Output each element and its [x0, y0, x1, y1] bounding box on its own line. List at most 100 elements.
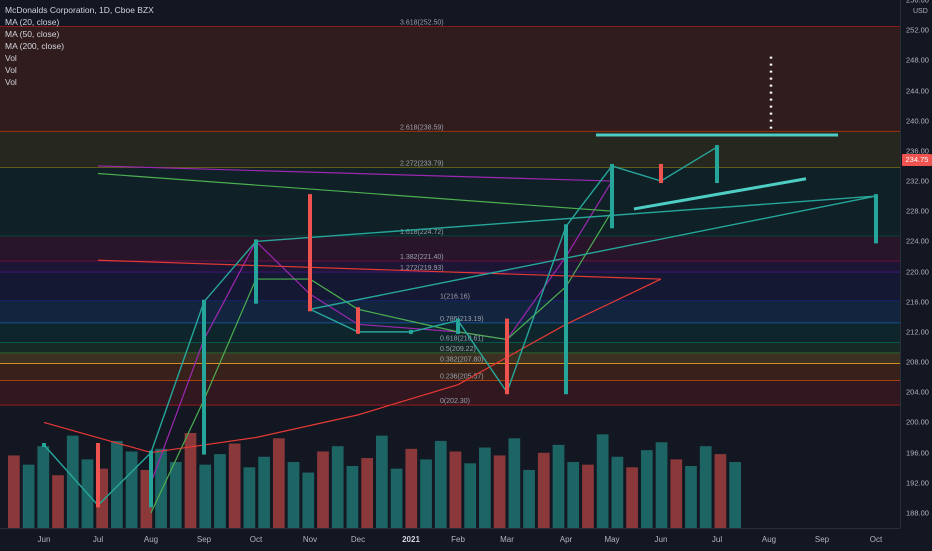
axis-corner: [900, 528, 932, 550]
time-tick-label: Aug: [761, 535, 777, 544]
price-candle: [356, 307, 360, 334]
price-axis[interactable]: USD 234.75 188.00 192.00 196.00 200.00 204.0…: [900, 0, 932, 528]
price-tick-label: 208.00: [906, 357, 929, 367]
fib-band: [0, 272, 900, 301]
fib-band: [0, 260, 900, 273]
price-tick-label: 252.00: [906, 25, 929, 35]
chart-title: McDonalds Corporation, 1D, Cboe BZX: [5, 5, 154, 15]
volume-bar: [228, 443, 241, 528]
fib-level-label: 2.272(233.79): [400, 161, 444, 168]
price-tick-label: 244.00: [906, 86, 929, 95]
fib-band: [0, 235, 900, 261]
price-candle: [564, 224, 568, 395]
volume-bar: [420, 459, 432, 528]
volume-bar: [626, 467, 638, 528]
fib-level-label: 2.618(238.59): [400, 124, 444, 131]
fib-level-label: 0.786(213.19): [440, 316, 484, 323]
time-tick-label: Sep: [814, 535, 830, 544]
time-tick-label: Oct: [869, 535, 883, 544]
volume-bar: [640, 450, 653, 528]
volume-bar: [361, 458, 373, 528]
fib-band: [0, 167, 900, 236]
volume-bar: [670, 459, 683, 528]
support-trendline: [633, 177, 807, 211]
moving-average-line: [43, 259, 662, 454]
fib-level-label: 1.618(224.72): [400, 229, 444, 236]
price-tick-label: 228.00: [906, 206, 929, 216]
price-tick-label: 212.00: [906, 327, 929, 337]
time-tick-label: Feb: [451, 535, 465, 544]
fib-band: [0, 352, 900, 364]
chart-area[interactable]: 0(202.30) 0.236(205.57) 0.382(207.80) 0.5(2…: [0, 0, 900, 528]
fib-level-label: 0.618(210.61): [440, 335, 484, 342]
fib-level-label: 1.382(221.40): [400, 254, 444, 261]
fib-band: [0, 26, 900, 132]
time-axis[interactable]: Jun Jul Aug Sep Oct Nov Dec 2021 Feb Mar Apr May Jun…: [0, 528, 900, 551]
fib-band: [0, 322, 900, 343]
fib-level-label: 0.5(209.22): [440, 346, 476, 353]
fib-band: [0, 342, 900, 353]
chart-legend: McDonalds Corporation, 1D, Cboe BZX MA (…: [5, 4, 154, 88]
price-candle: [874, 194, 878, 244]
volume-bar: [140, 469, 153, 528]
price-chart[interactable]: 0(202.30) 0.236(205.57) 0.382(207.80) 0.5(2…: [0, 0, 900, 528]
volume-bar: [655, 442, 668, 528]
price-tick-label: 248.00: [906, 55, 929, 65]
legend-vol[interactable]: Vol: [5, 65, 17, 75]
time-tick-label: Oct: [249, 535, 263, 544]
price-tick-label: 256.00: [906, 0, 929, 5]
time-tick-label: 2021: [402, 535, 420, 544]
fib-band: [0, 363, 900, 381]
volume-bar: [567, 462, 580, 528]
time-tick-label: Nov: [302, 535, 318, 544]
price-candle: [42, 443, 46, 448]
price-candle: [254, 239, 258, 304]
legend-ma200[interactable]: MA (200, close): [5, 41, 65, 51]
price-candle: [456, 318, 460, 334]
volume-bar: [508, 438, 521, 528]
legend-vol[interactable]: Vol: [5, 77, 17, 87]
legend-ma50[interactable]: MA (50, close): [5, 29, 60, 39]
volume-bar: [287, 462, 300, 528]
volume-bar: [96, 468, 109, 528]
legend-vol[interactable]: Vol: [5, 53, 17, 63]
price-tick-label: 196.00: [906, 448, 929, 458]
volume-bar: [390, 468, 403, 528]
volume-bar: [596, 434, 609, 528]
time-tick-label: Mar: [500, 535, 514, 544]
price-tick-label: 220.00: [906, 267, 929, 277]
legend-ma20[interactable]: MA (20, close): [5, 17, 60, 27]
volume-bar: [714, 454, 727, 528]
volume-bar: [376, 435, 388, 528]
volume-bar: [125, 451, 138, 528]
fib-level-label: 1.272(219.93): [400, 265, 444, 272]
time-tick-label: Aug: [143, 535, 159, 544]
volume-bar: [8, 455, 20, 528]
fib-level-label: 0.236(205.57): [440, 373, 484, 380]
price-candle: [409, 329, 413, 334]
volume-bar: [199, 464, 212, 528]
time-tick-label: Jul: [92, 535, 104, 544]
price-candle: [505, 318, 509, 395]
volume-bar: [537, 452, 550, 528]
volume-bar: [479, 447, 491, 528]
volume-bar: [317, 451, 329, 528]
volume-bar: [66, 435, 79, 528]
price-candle: [308, 194, 312, 312]
volume-bar: [464, 463, 477, 528]
volume-bar: [434, 440, 447, 528]
volume-bar: [111, 440, 123, 528]
volume-bar: [685, 465, 697, 528]
price-tick-label: 224.00: [906, 236, 929, 246]
volume-bar: [405, 448, 418, 528]
volume-bar: [449, 451, 462, 528]
volume-bar: [169, 462, 182, 528]
volume-bar: [523, 469, 535, 528]
price-candle: [96, 443, 100, 508]
price-tick-label: 216.00: [906, 297, 929, 307]
moving-average-line: [97, 172, 614, 514]
volume-bar: [214, 454, 226, 528]
volume-bar: [258, 456, 270, 528]
price-tick-label: 204.00: [906, 387, 929, 397]
volume-bar: [611, 456, 624, 528]
